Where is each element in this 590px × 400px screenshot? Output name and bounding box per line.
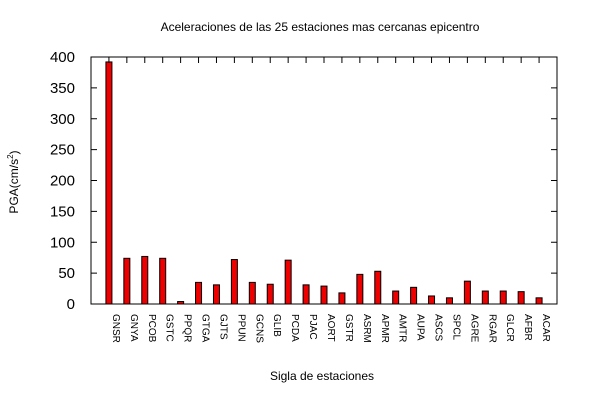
y-tick-label: 50 <box>58 265 75 282</box>
y-tick-label: 400 <box>50 49 75 66</box>
x-tick-label-afbr: AFBR <box>522 314 533 341</box>
y-tick-label: 100 <box>50 234 75 251</box>
y-tick-label: 250 <box>50 142 75 159</box>
bar-asrm <box>357 274 363 304</box>
x-tick-label-gnya: GNYA <box>128 314 139 342</box>
y-tick-label: 200 <box>50 173 75 190</box>
x-tick-label-glcr: GLCR <box>504 314 515 342</box>
y-tick-label: 300 <box>50 111 75 128</box>
chart-title: Aceleraciones de las 25 estaciones mas c… <box>161 20 480 34</box>
x-tick-label-gjts: GJTS <box>217 314 228 340</box>
bar-gtga <box>196 282 202 304</box>
bar-glib <box>267 284 273 304</box>
y-axis-label-suffix: ) <box>7 150 21 154</box>
x-tick-label-ppqr: PPQR <box>182 314 193 342</box>
bar-spcl <box>446 298 452 304</box>
y-tick-label: 150 <box>50 203 75 220</box>
x-tick-label-gstr: GSTR <box>343 314 354 342</box>
y-tick-label: 0 <box>67 296 75 313</box>
bar-aupa <box>411 287 417 304</box>
bar-afbr <box>518 292 524 304</box>
y-axis-label-text: PGA(cm/s <box>7 159 21 214</box>
x-tick-label-pjac: PJAC <box>307 314 318 340</box>
x-tick-label-amtr: AMTR <box>397 314 408 342</box>
y-axis-label: PGA(cm/s2) <box>6 150 21 213</box>
x-tick-label-apmr: APMR <box>379 314 390 343</box>
bar-gjts <box>213 285 219 304</box>
bar-pcob <box>142 256 148 304</box>
bar-gnya <box>124 258 130 304</box>
bar-gnsr <box>106 62 112 304</box>
bar-agre <box>464 281 470 304</box>
x-tick-label-aupa: AUPA <box>415 314 426 341</box>
x-tick-label-glib: GLIB <box>271 314 282 337</box>
x-tick-label-gnsr: GNSR <box>110 314 121 343</box>
x-tick-label-asrm: ASRM <box>361 314 372 343</box>
x-tick-label-gtga: GTGA <box>200 314 211 343</box>
bar-ppun <box>231 260 237 304</box>
bar-apmr <box>375 271 381 304</box>
bars <box>106 62 542 304</box>
bar-rgar <box>482 291 488 304</box>
y-tick-label: 350 <box>50 80 75 97</box>
x-tick-label-spcl: SPCL <box>450 314 461 341</box>
x-axis-label: Sigla de estaciones <box>270 369 374 383</box>
x-tick-label-aort: AORT <box>325 314 336 342</box>
x-tick-label-ascs: ASCS <box>433 314 444 342</box>
bar-gstc <box>160 258 166 304</box>
bar-aort <box>321 286 327 304</box>
bar-gstr <box>339 293 345 304</box>
x-tick-label-ppun: PPUN <box>235 314 246 342</box>
x-tick-label-agre: AGRE <box>468 314 479 343</box>
x-tick-label-gcns: GCNS <box>253 314 264 343</box>
x-tick-label-rgar: RGAR <box>486 314 497 343</box>
bar-ascs <box>429 296 435 304</box>
bar-pcda <box>285 260 291 304</box>
bar-gcns <box>249 282 255 304</box>
bar-pjac <box>303 285 309 304</box>
bar-acar <box>536 298 542 304</box>
x-tick-label-gstc: GSTC <box>164 314 175 342</box>
x-tick-label-acar: ACAR <box>540 314 551 342</box>
bar-glcr <box>500 291 506 304</box>
bar-amtr <box>393 291 399 304</box>
x-tick-label-pcob: PCOB <box>146 314 157 343</box>
x-tick-label-pcda: PCDA <box>289 314 300 342</box>
